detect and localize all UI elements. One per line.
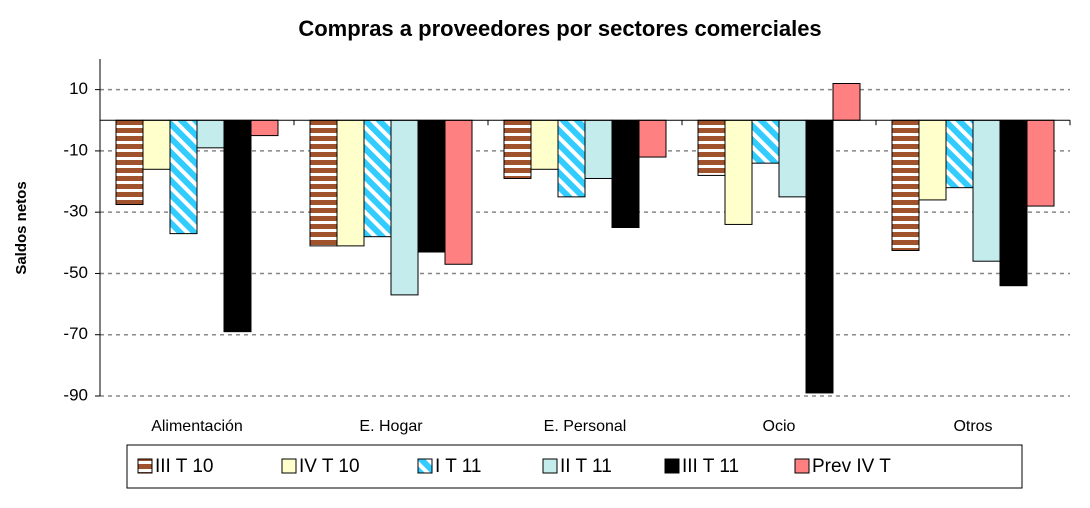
- bar: [223, 119, 252, 333]
- bar: [444, 119, 473, 265]
- bar: [417, 119, 446, 253]
- legend-label: III T 10: [155, 456, 213, 477]
- bar: [724, 119, 753, 225]
- bar: [1026, 119, 1055, 207]
- x-tick-label: E. Hogar: [359, 418, 423, 435]
- legend-label: II T 11: [560, 456, 612, 477]
- x-tick-label: Otros: [953, 418, 992, 435]
- bar: [611, 119, 640, 228]
- y-tick-label: -50: [63, 263, 88, 282]
- x-tick-label: Alimentación: [151, 418, 243, 435]
- bar: [336, 119, 365, 247]
- legend-label: Prev IV T: [812, 456, 891, 477]
- legend-swatch: [664, 458, 680, 474]
- bar: [778, 119, 807, 198]
- y-tick-label: -70: [63, 324, 88, 343]
- bar: [250, 119, 279, 137]
- bar: [697, 119, 726, 176]
- bar: [115, 119, 144, 206]
- y-axis-label: Saldos netos: [13, 181, 30, 274]
- legend-swatch: [794, 458, 810, 474]
- bar: [999, 119, 1028, 287]
- bar: [638, 119, 667, 158]
- y-tick-label: 10: [69, 79, 88, 98]
- y-tick-label: -10: [63, 140, 88, 159]
- bar: [503, 119, 532, 179]
- chart-title: Compras a proveedores por sectores comer…: [298, 16, 821, 41]
- bar: [196, 119, 225, 149]
- y-tick-label: -90: [63, 385, 88, 404]
- bar: [169, 119, 198, 235]
- bar: [972, 119, 1001, 262]
- legend-swatch: [417, 458, 433, 474]
- legend-swatch: [281, 458, 297, 474]
- legend-box: [126, 444, 1023, 489]
- bar: [584, 119, 613, 179]
- bar: [557, 119, 586, 198]
- bar: [530, 119, 559, 170]
- bar: [142, 119, 171, 170]
- y-tick-label: -30: [63, 202, 88, 221]
- bar: [309, 119, 338, 247]
- x-tick-label: Ocio: [763, 418, 796, 435]
- bar: [390, 119, 419, 296]
- x-tick-label: E. Personal: [544, 418, 627, 435]
- bar: [363, 119, 392, 238]
- legend-swatch: [137, 458, 153, 474]
- bar: [805, 119, 834, 394]
- bar: [918, 119, 947, 201]
- legend-label: III T 11: [682, 456, 739, 477]
- bar: [945, 119, 974, 189]
- legend-label: IV T 10: [299, 456, 360, 477]
- bar: [751, 119, 780, 164]
- legend-label: I T 11: [435, 456, 481, 477]
- bar: [832, 83, 861, 121]
- bar: [891, 119, 920, 251]
- legend-swatch: [542, 458, 558, 474]
